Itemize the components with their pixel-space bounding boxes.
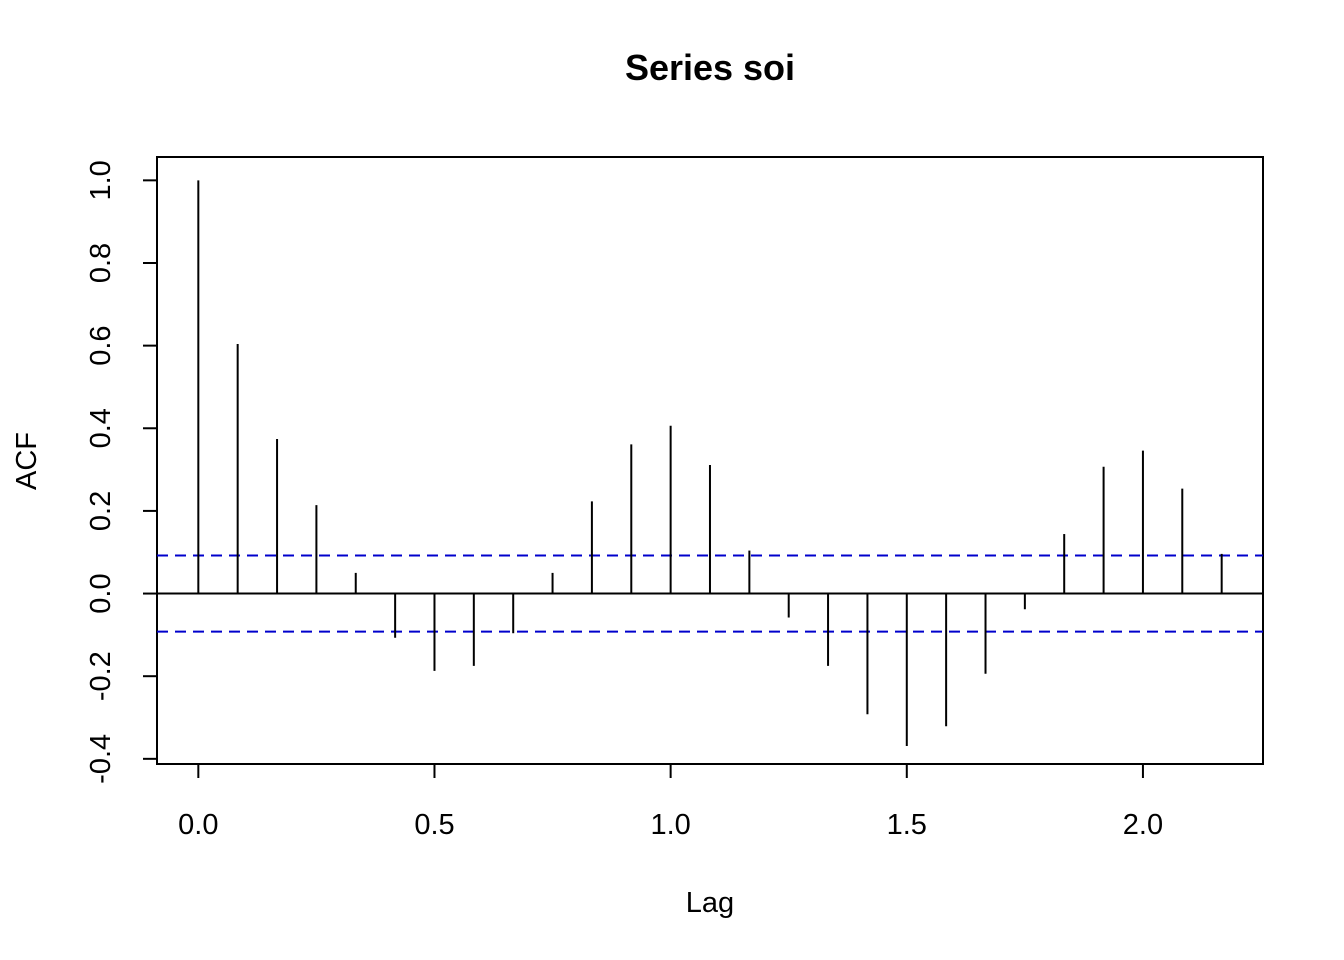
y-tick-label: -0.4 <box>85 734 117 784</box>
confidence-bounds <box>157 554 1263 633</box>
x-axis: 0.0 0.5 1.0 1.5 2.0 <box>178 763 1163 841</box>
y-tick-label: 0.0 <box>85 573 117 613</box>
acf-bars <box>157 180 1263 747</box>
y-tick-label: 0.6 <box>85 325 117 365</box>
y-tick-label: 0.4 <box>85 408 117 448</box>
y-tick-label: 0.8 <box>85 243 117 283</box>
plot-frame <box>156 156 1264 765</box>
y-tick-label: 0.2 <box>85 491 117 531</box>
x-tick-label: 0.5 <box>414 809 454 841</box>
x-axis-label: Lag <box>686 887 734 919</box>
x-tick-label: 1.0 <box>650 809 690 841</box>
y-axis-label: ACF <box>11 432 43 490</box>
x-tick-label: 0.0 <box>178 809 218 841</box>
y-tick-label: 1.0 <box>85 160 117 200</box>
y-tick-label: -0.2 <box>85 651 117 701</box>
x-tick-label: 2.0 <box>1123 809 1163 841</box>
chart-title: Series soi <box>625 47 795 88</box>
y-axis: -0.4 -0.2 0.0 0.2 0.4 0.6 0.8 1.0 <box>85 160 158 784</box>
x-tick-label: 1.5 <box>887 809 927 841</box>
